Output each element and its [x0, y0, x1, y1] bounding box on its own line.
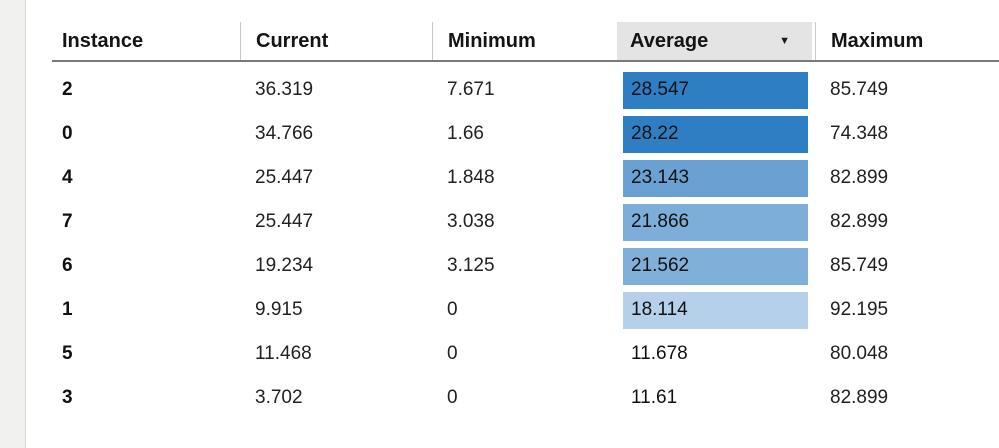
cell-minimum: 1.848: [447, 167, 495, 188]
average-heat-cell: 28.22: [623, 115, 808, 153]
cell-average: 11.678: [617, 332, 815, 376]
cell-current: 11.468: [255, 343, 312, 364]
cell-current: 34.766: [255, 123, 314, 144]
cell-instance: 0: [62, 123, 73, 144]
cell-minimum: 3.125: [447, 255, 495, 276]
average-heat-cell: 23.143: [623, 159, 808, 197]
cell-instance: 3: [62, 387, 73, 408]
table-row: 2 36.319 7.671 28.547 85.749: [52, 68, 999, 112]
table-row: 6 19.234 3.125 21.562 85.749: [52, 244, 999, 288]
cell-instance: 1: [62, 299, 73, 320]
column-header-instance[interactable]: Instance: [62, 29, 144, 52]
cell-minimum: 1.66: [447, 123, 484, 144]
cell-current: 25.447: [255, 167, 314, 188]
cell-current: 9.915: [255, 299, 303, 320]
cell-maximum: 92.195: [830, 299, 889, 320]
column-header-average-label: Average: [630, 29, 709, 52]
column-header-maximum[interactable]: Maximum: [815, 22, 999, 60]
cell-average: 21.866: [617, 200, 815, 244]
cell-average: 28.547: [617, 68, 815, 112]
average-heat-cell: 11.678: [631, 343, 688, 364]
average-heat-cell: 21.866: [623, 203, 808, 241]
cell-minimum: 0: [447, 387, 458, 408]
cell-maximum: 85.749: [830, 255, 889, 276]
column-header-average[interactable]: Average ▼: [617, 22, 815, 60]
table-row: 4 25.447 1.848 23.143 82.899: [52, 156, 999, 200]
cell-current: 25.447: [255, 211, 314, 232]
cell-maximum: 82.899: [830, 387, 889, 408]
cell-maximum: 82.899: [830, 211, 889, 232]
table-row: 7 25.447 3.038 21.866 82.899: [52, 200, 999, 244]
cell-minimum: 0: [447, 299, 458, 320]
table-header-row: Instance Current Minimum Average ▼ Maxim…: [52, 22, 999, 62]
table-row: 0 34.766 1.66 28.22 74.348: [52, 112, 999, 156]
cell-instance: 7: [62, 211, 73, 232]
column-header-minimum[interactable]: Minimum: [432, 22, 617, 60]
cell-instance: 4: [62, 167, 73, 188]
average-heat-cell: 21.562: [623, 247, 808, 285]
sort-caret-down-icon: ▼: [779, 34, 790, 47]
table-row: 3 3.702 0 11.61 82.899: [52, 376, 999, 420]
cell-average: 21.562: [617, 244, 815, 288]
cell-average: 11.61: [617, 376, 815, 420]
cell-average: 28.22: [617, 112, 815, 156]
table-body: 2 36.319 7.671 28.547 85.749 0 34.766 1.…: [52, 62, 999, 420]
column-header-current[interactable]: Current: [240, 22, 432, 60]
cell-minimum: 0: [447, 343, 458, 364]
cell-minimum: 7.671: [447, 79, 495, 100]
cell-maximum: 74.348: [830, 123, 889, 144]
cell-maximum: 82.899: [830, 167, 889, 188]
sorted-column-chip[interactable]: Average ▼: [617, 22, 812, 60]
cell-instance: 5: [62, 343, 73, 364]
cell-average: 23.143: [617, 156, 815, 200]
cell-maximum: 80.048: [830, 343, 889, 364]
average-heat-cell: 18.114: [623, 291, 808, 329]
average-heat-cell: 28.547: [623, 71, 808, 109]
cell-instance: 6: [62, 255, 73, 276]
metrics-table: Instance Current Minimum Average ▼ Maxim…: [52, 22, 999, 420]
table-row: 1 9.915 0 18.114 92.195: [52, 288, 999, 332]
cell-current: 36.319: [255, 79, 314, 100]
cell-average: 18.114: [617, 288, 815, 332]
cell-instance: 2: [62, 79, 73, 100]
cell-current: 3.702: [255, 387, 303, 408]
average-heat-cell: 11.61: [631, 387, 678, 408]
table-row: 5 11.468 0 11.678 80.048: [52, 332, 999, 376]
cell-maximum: 85.749: [830, 79, 889, 100]
cell-current: 19.234: [255, 255, 314, 276]
left-panel-gutter: [0, 0, 26, 448]
cell-minimum: 3.038: [447, 211, 495, 232]
